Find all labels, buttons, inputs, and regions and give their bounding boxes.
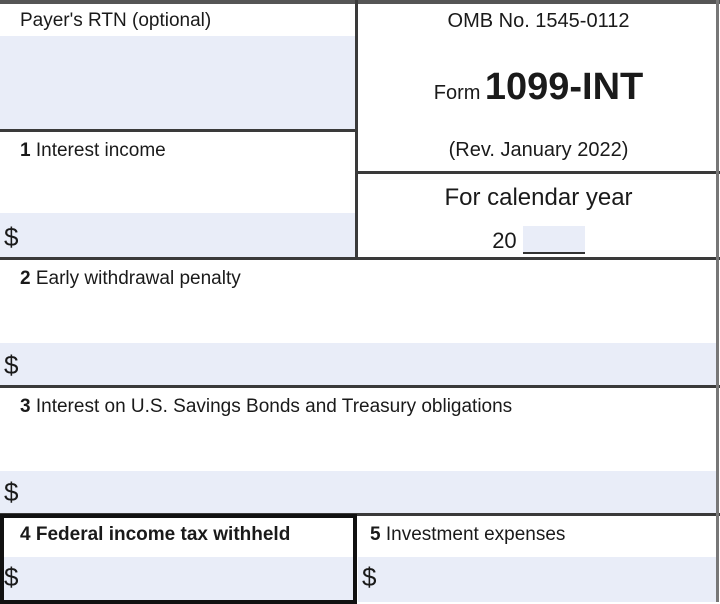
- form-word: Form: [433, 82, 481, 104]
- year-input[interactable]: [522, 226, 585, 254]
- box4-input[interactable]: [0, 557, 355, 602]
- calendar-year-label: For calendar year: [444, 184, 633, 211]
- box3-label: 3 Interest on U.S. Savings Bonds and Tre…: [20, 396, 513, 417]
- divider: [0, 513, 720, 516]
- box2-label: 2 Early withdrawal penalty: [20, 268, 241, 289]
- dollar-sign: $: [4, 562, 19, 592]
- box2-input[interactable]: [0, 343, 716, 385]
- divider: [0, 257, 720, 260]
- box4-label: 4 Federal income tax withheld: [20, 524, 291, 545]
- box5-input[interactable]: [358, 557, 716, 602]
- top-border: [0, 0, 720, 4]
- revision-date: (Rev. January 2022): [448, 139, 629, 161]
- payer-rtn-label: Payer's RTN (optional): [20, 10, 212, 31]
- calendar-year: 20: [357, 226, 720, 254]
- divider: [357, 171, 720, 174]
- dollar-sign: $: [4, 477, 19, 507]
- dollar-sign: $: [362, 562, 377, 592]
- box5-label: 5 Investment expenses: [370, 524, 566, 545]
- box1-input[interactable]: [0, 213, 355, 257]
- omb-number: OMB No. 1545-0112: [447, 10, 630, 32]
- form-title: Form 1099-INT: [357, 66, 720, 109]
- year-prefix: 20: [492, 228, 517, 253]
- form-number: 1099-INT: [484, 66, 644, 108]
- box1-label: 1 Interest income: [20, 140, 166, 161]
- divider: [0, 129, 357, 132]
- payer-rtn-input[interactable]: [0, 36, 355, 129]
- dollar-sign: $: [4, 222, 19, 252]
- box3-input[interactable]: [0, 471, 716, 513]
- dollar-sign: $: [4, 350, 19, 380]
- divider: [0, 385, 720, 388]
- right-border: [716, 0, 719, 602]
